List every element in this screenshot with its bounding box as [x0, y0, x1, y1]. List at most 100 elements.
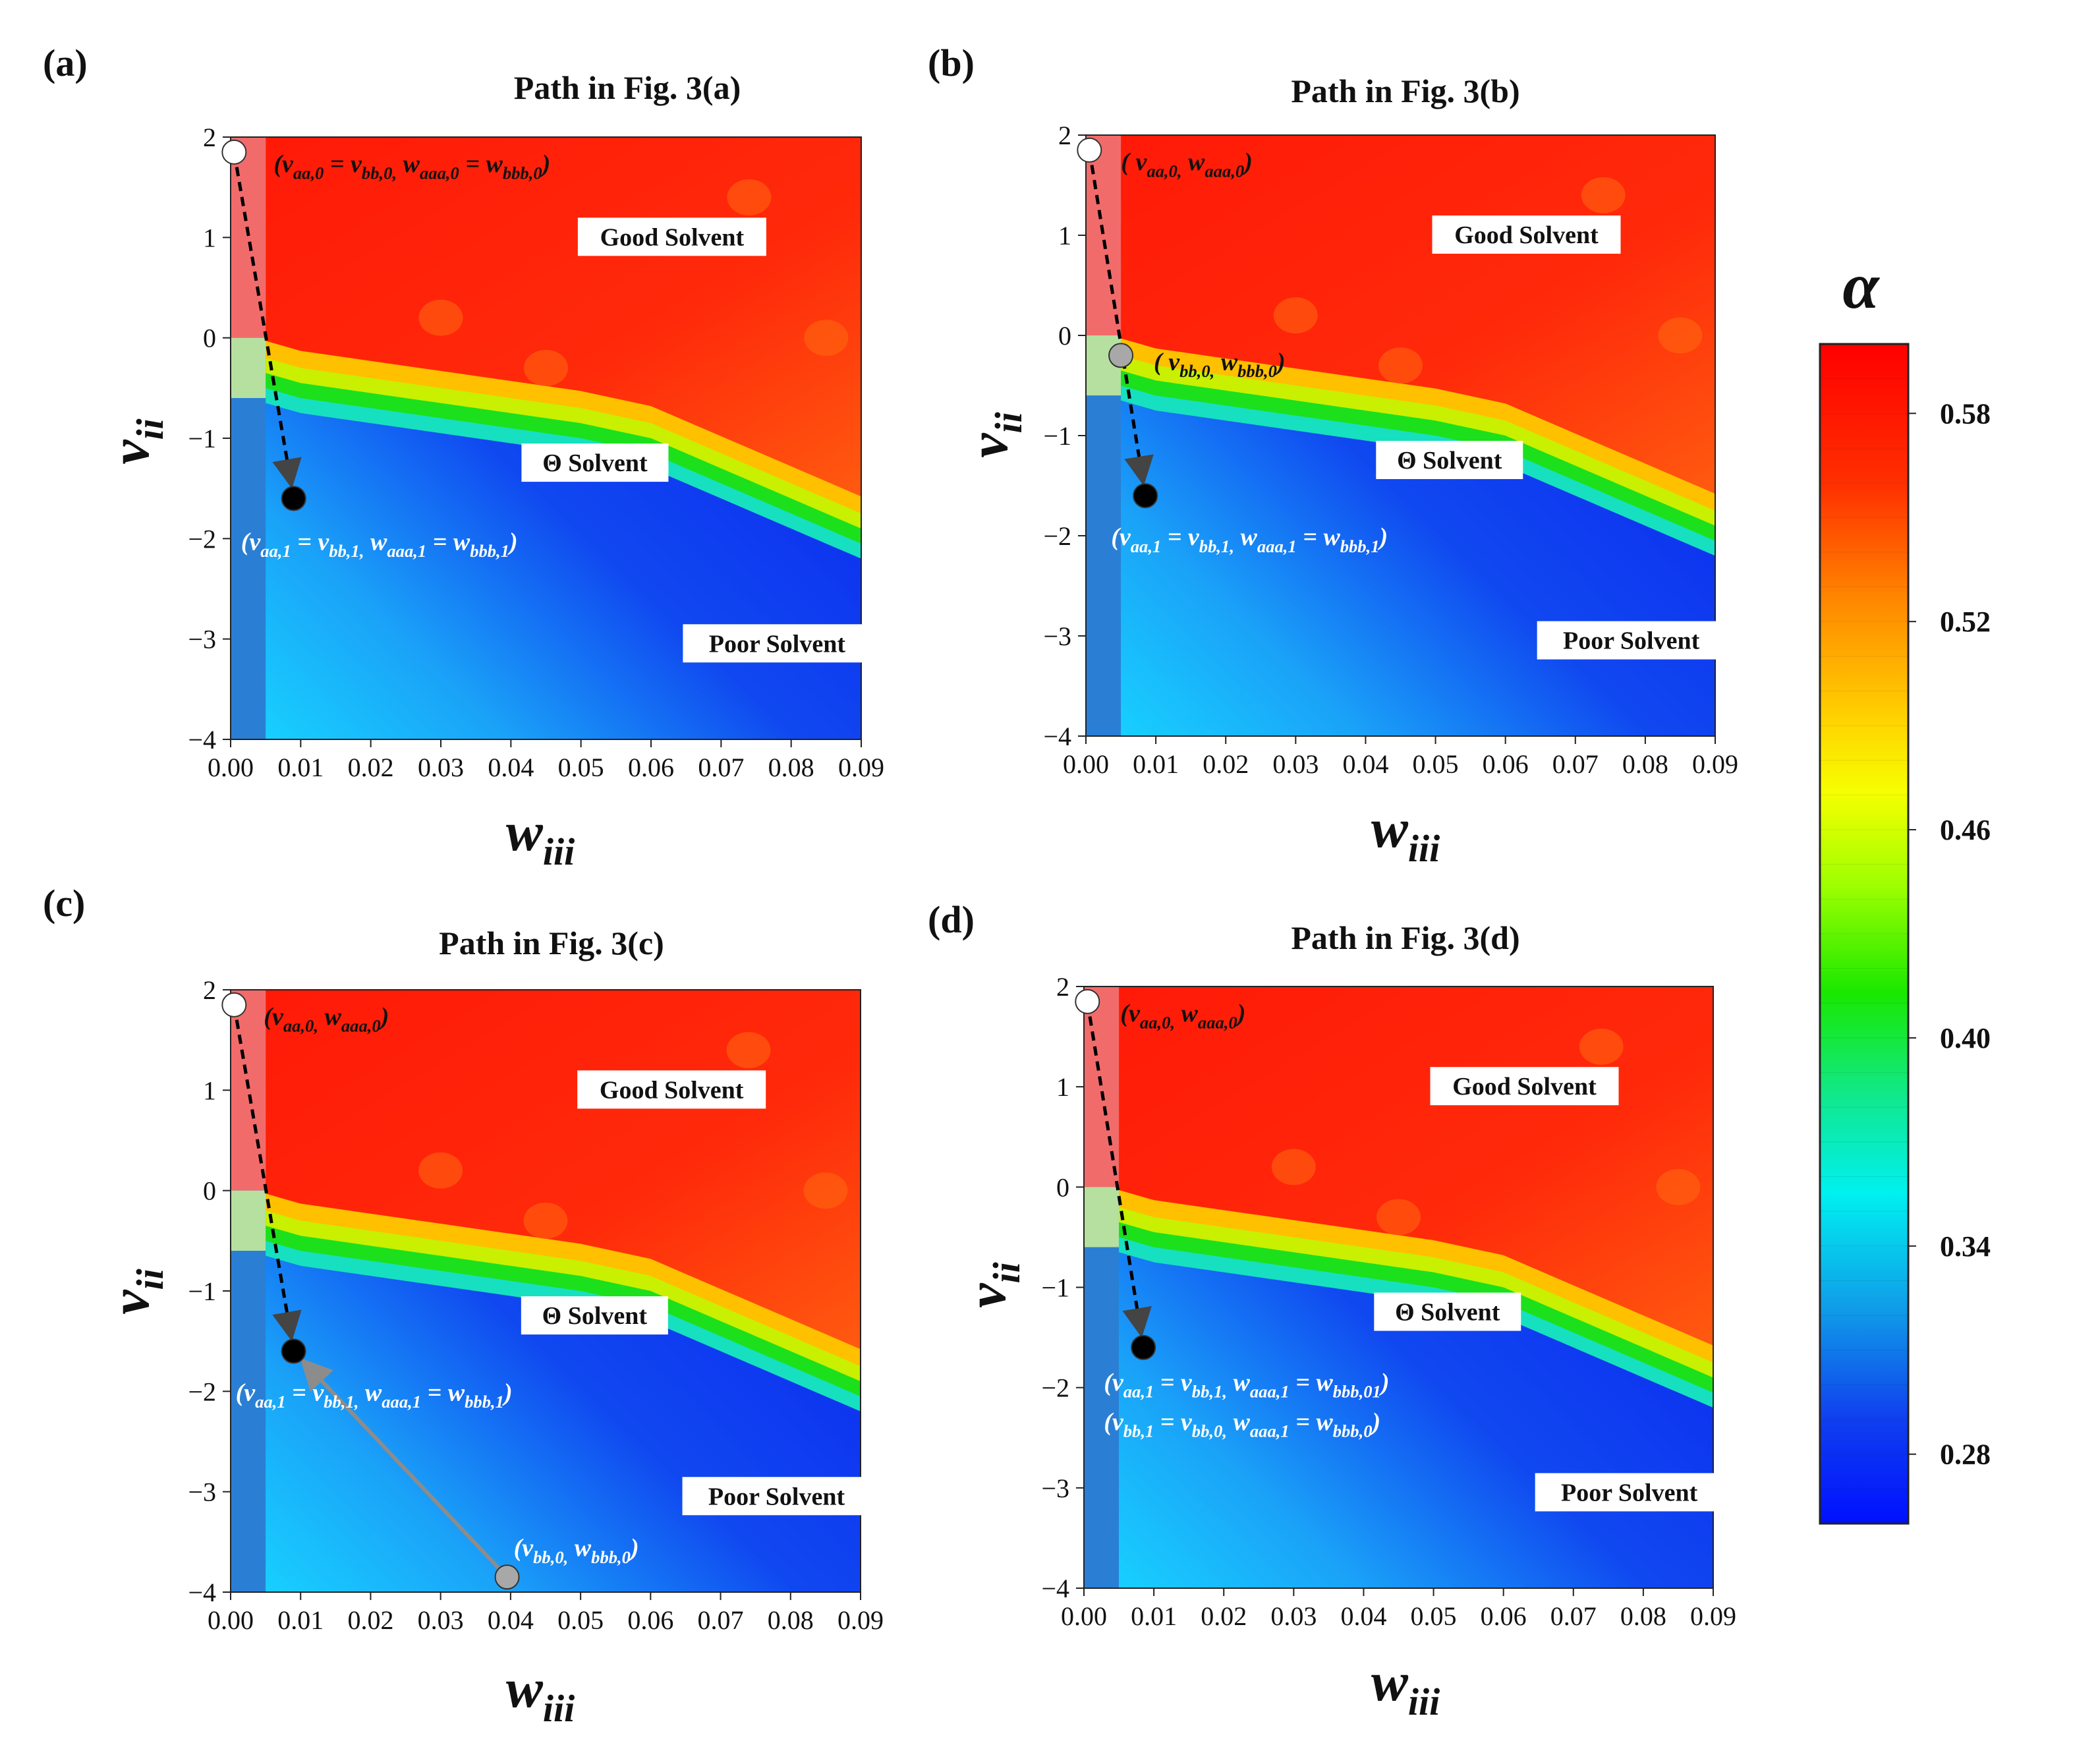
colorbar-tick-label: 0.46 [1940, 814, 1991, 846]
point-label: (vaa,1​ = vbb,1,​ waaa,1​ = wbbb,01​) [1104, 1369, 1389, 1402]
panel-a: 0.00 0.01 0.02 0.03 0.04 0.05 0.06 0.07 0.08 0.09… [43, 42, 884, 873]
y-tick-label: −4 [1043, 722, 1071, 751]
y-tick-label: −4 [188, 725, 216, 755]
x-tick-label: 0.03 [1270, 1601, 1317, 1631]
y-tick-label: 0 [1058, 321, 1071, 351]
x-tick-label: 0.04 [1340, 1601, 1386, 1631]
x-tick-label: 0.06 [627, 1605, 673, 1635]
theta-solvent-label: Θ Solvent [1397, 447, 1502, 474]
x-tick-label: 0.03 [1272, 749, 1319, 779]
strip-poor [231, 398, 266, 739]
y-tick-label: 0 [203, 324, 216, 353]
x-tick-label: 0.02 [347, 1605, 393, 1635]
x-tick-label: 0.05 [1411, 1601, 1457, 1631]
state-point [1077, 137, 1102, 163]
x-tick-label: 0.05 [558, 753, 604, 782]
y-tick-label: 1 [203, 223, 216, 252]
state-point [1108, 343, 1134, 368]
contour-blob [1271, 1149, 1316, 1186]
x-tick-label: 0.07 [698, 753, 744, 782]
x-tick-label: 0.03 [418, 753, 464, 782]
x-tick-label: 0.06 [1483, 749, 1529, 779]
x-tick-label: 0.08 [768, 1605, 814, 1635]
contour-blob [1656, 1168, 1701, 1205]
good-solvent-label: Good Solvent [600, 223, 745, 251]
x-tick-label: 0.09 [1692, 749, 1738, 779]
path-arrow [1087, 150, 1154, 486]
panel-label: (a) [43, 42, 88, 84]
state-point [281, 486, 306, 511]
panel-label: (b) [928, 42, 975, 84]
point-label: (vaa,1​ = vbb,1,​ waaa,1​ = wbbb,1​) [1111, 523, 1388, 556]
state-point [281, 1338, 306, 1364]
y-tick-label: 2 [1058, 121, 1071, 150]
panel-b: 0.00 0.01 0.02 0.03 0.04 0.05 0.06 0.07 0.08 0.09… [928, 42, 1738, 870]
state-point [221, 992, 247, 1017]
colorbar: α 0.28 0.34 0.40 0.46 0.52 0.58 [1819, 249, 1991, 1525]
good-solvent-label: Good Solvent [600, 1076, 744, 1104]
poor-solvent-label: Poor Solvent [1563, 627, 1700, 655]
x-tick-label: 0.06 [1481, 1601, 1527, 1631]
region-label-box [577, 217, 766, 256]
colorbar-gradient [1819, 343, 1910, 1525]
region-label-box [577, 1070, 766, 1109]
y-tick-label: −1 [188, 424, 216, 453]
x-tick-label: 0.09 [837, 1605, 884, 1635]
region-label-box [1537, 621, 1726, 660]
panel-label: (c) [43, 882, 85, 925]
region-label-box [1432, 215, 1621, 254]
region-label-box [1374, 1292, 1521, 1331]
y-tick-label: −4 [188, 1578, 216, 1607]
point-label: ( vaa,0,​ waaa,0​) [1121, 148, 1253, 181]
point-label: (vaa,0,​ waaa,0​) [1120, 1000, 1245, 1033]
contour-blob [726, 1031, 771, 1068]
x-tick-label: 0.01 [277, 753, 324, 782]
contour-blob [1273, 297, 1318, 333]
x-tick-label: 0.05 [557, 1605, 604, 1635]
x-axis-label: wiii [506, 801, 575, 873]
x-tick-label: 0.08 [1622, 749, 1668, 779]
panel-label: (d) [928, 898, 975, 941]
y-axis-label: vii [956, 1262, 1028, 1308]
poor-solvent-label: Poor Solvent [709, 630, 846, 658]
strip-theta [1084, 1187, 1120, 1247]
y-tick-label: 2 [203, 123, 216, 152]
y-axis-label: vii [99, 418, 171, 465]
y-tick-label: −3 [188, 625, 216, 654]
contour-blob [1579, 1028, 1624, 1065]
point-extra-label: (vbb,1​ = vbb,0,​ waaa,1​ = wbbb,0​) [1104, 1408, 1380, 1441]
state-point [1131, 1334, 1156, 1360]
x-axis-label: wiii [1371, 798, 1440, 870]
x-tick-label: 0.08 [1620, 1601, 1666, 1631]
y-tick-label: 1 [1058, 221, 1071, 250]
strip-poor [231, 1251, 266, 1592]
colorbar-tick-label: 0.40 [1940, 1022, 1991, 1054]
x-tick-label: 0.05 [1413, 749, 1459, 779]
region-label-box [1430, 1067, 1619, 1106]
x-tick-label: 0.02 [348, 753, 394, 782]
contour-blob [1376, 1199, 1421, 1236]
path-arrow [232, 1004, 302, 1342]
x-axis-label: wiii [1371, 1651, 1440, 1723]
x-tick-label: 0.00 [1061, 1601, 1107, 1631]
x-tick-label: 0.07 [1552, 749, 1599, 779]
x-tick-label: 0.06 [628, 753, 674, 782]
x-tick-label: 0.03 [418, 1605, 464, 1635]
x-tick-label: 0.04 [488, 1605, 534, 1635]
panel-title: Path in Fig. 3(c) [439, 925, 664, 961]
y-tick-label: −1 [188, 1276, 216, 1306]
state-point [1133, 483, 1158, 509]
x-tick-label: 0.09 [838, 753, 884, 782]
path-arrow [232, 152, 302, 489]
colorbar-tick-label: 0.58 [1940, 397, 1991, 430]
x-tick-label: 0.00 [208, 753, 254, 782]
panel-title: Path in Fig. 3(b) [1291, 72, 1519, 109]
y-axis-label: vii [958, 412, 1030, 458]
x-tick-label: 0.02 [1203, 749, 1249, 779]
x-axis-label: wiii [506, 1658, 575, 1730]
colorbar-tick-label: 0.34 [1940, 1230, 1991, 1263]
y-axis-label: vii [99, 1269, 171, 1315]
y-tick-label: 1 [203, 1075, 216, 1105]
contour-blob [524, 349, 568, 386]
panel-title: Path in Fig. 3(a) [514, 69, 741, 106]
